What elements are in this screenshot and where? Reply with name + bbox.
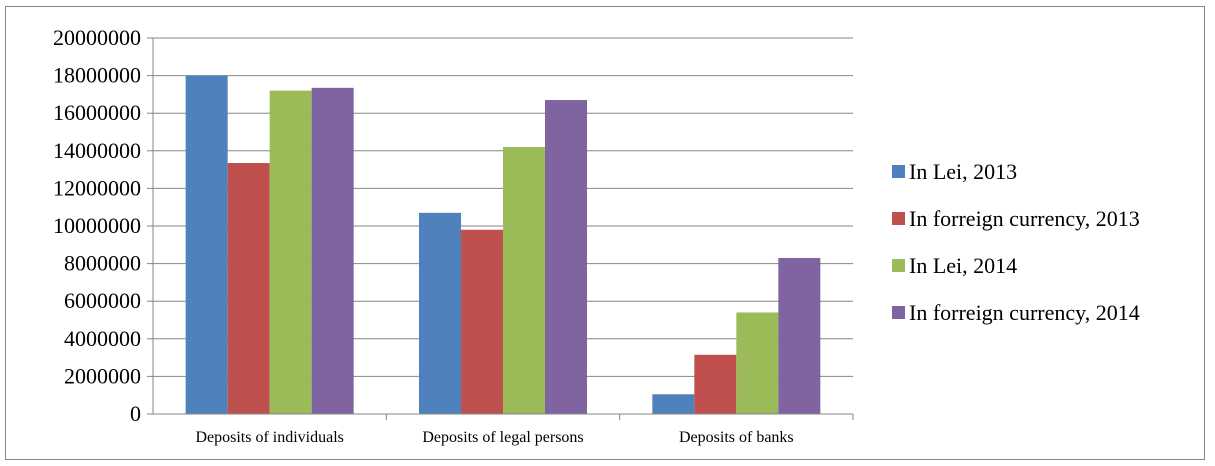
legend-label: In forreign currency, 2014 — [909, 300, 1140, 325]
y-tick-label: 0 — [130, 401, 141, 426]
bar — [736, 312, 779, 414]
bar — [461, 229, 503, 414]
y-tick-label: 10000000 — [53, 213, 141, 238]
y-tick-label: 6000000 — [64, 288, 141, 313]
legend-swatch — [892, 165, 905, 178]
bar — [778, 257, 821, 414]
x-category-label: Deposits of banks — [679, 429, 794, 446]
legend: In Lei, 2013 In forreign currency, 2013 In… — [892, 159, 1140, 325]
bar — [227, 163, 270, 414]
legend-label: In forreign currency, 2013 — [909, 206, 1140, 231]
y-axis-ticks: 0 2000000 4000000 6000000 8000000 10000000 120… — [53, 25, 141, 426]
legend-swatch — [892, 259, 905, 272]
bar — [694, 354, 737, 414]
bar — [311, 87, 354, 414]
legend-label: In Lei, 2013 — [909, 159, 1017, 184]
x-axis-categories: Deposits of individuals Deposits of legal… — [195, 429, 793, 446]
x-category-label: Deposits of legal persons — [422, 429, 583, 446]
bars — [185, 75, 821, 415]
y-tick-label: 18000000 — [53, 63, 141, 88]
bar — [419, 212, 461, 414]
y-tick-label: 14000000 — [53, 138, 141, 163]
y-tick-label: 12000000 — [53, 175, 141, 200]
legend-label: In Lei, 2014 — [909, 253, 1017, 278]
y-tick-label: 8000000 — [64, 251, 141, 276]
y-tick-label: 2000000 — [64, 363, 141, 388]
bar — [185, 75, 228, 414]
y-tick-label: 20000000 — [53, 25, 141, 50]
x-category-label: Deposits of individuals — [195, 429, 343, 446]
y-tick-label: 16000000 — [53, 100, 141, 125]
bar — [652, 394, 695, 414]
bar — [503, 147, 545, 415]
axes — [147, 37, 854, 420]
legend-swatch — [892, 306, 905, 319]
bar — [269, 90, 312, 414]
legend-swatch — [892, 212, 905, 225]
bar — [545, 100, 587, 414]
y-tick-label: 4000000 — [64, 326, 141, 351]
